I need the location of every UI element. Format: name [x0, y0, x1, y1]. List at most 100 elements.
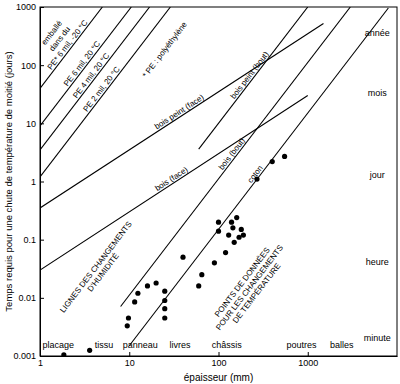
y-tick-label: 0.01	[18, 293, 36, 303]
line-annotation: * PE : polyéthylène	[141, 20, 190, 80]
data-point	[223, 250, 228, 255]
data-point	[216, 229, 221, 234]
y-tick-mark	[40, 182, 44, 183]
x-tick-label: 100	[211, 358, 226, 368]
annotation: châssis	[212, 340, 243, 350]
y-tick: 0.01	[18, 293, 44, 303]
data-point	[87, 348, 92, 353]
line-annotation: dans du	[48, 25, 72, 53]
y-tick-mark	[40, 240, 44, 241]
line-annotations: emballédans du* PE : polyéthylèneLIGNES …	[40, 19, 292, 338]
x-tick-label: 10	[125, 358, 135, 368]
annotation: mois	[368, 88, 388, 98]
line-annotation-text: POUR LES CHANGEMENTS	[214, 243, 285, 332]
y-tick-label: 0.001	[13, 351, 36, 361]
y-tick-mark	[40, 65, 44, 66]
data-point	[125, 323, 130, 328]
y-tick-label: 100	[21, 61, 36, 71]
data-point	[199, 272, 204, 277]
x-axis-line	[41, 356, 398, 357]
y-tick: 100	[21, 61, 44, 71]
annotation: livres	[169, 340, 191, 350]
line-labels: PE* 6 mil, -20 °CPE 6 mil, 20 °CPE 4 mil…	[46, 18, 271, 193]
y-tick: 1000	[16, 2, 44, 12]
data-point	[229, 220, 234, 225]
data-point	[270, 159, 275, 164]
data-point	[241, 232, 246, 237]
line-label: bois (face)	[153, 165, 189, 193]
data-point	[145, 283, 150, 288]
data-point	[234, 215, 239, 220]
annotation: placage	[42, 340, 74, 350]
x-tick: 10	[125, 352, 135, 368]
data-point	[226, 232, 231, 237]
data-point	[180, 255, 185, 260]
series-line	[199, 7, 308, 149]
x-tick: 100	[211, 352, 226, 368]
series-line	[121, 7, 351, 306]
series-line	[40, 7, 150, 150]
line-label: bois (bout)	[217, 136, 247, 172]
x-tick-label: 1	[38, 358, 43, 368]
data-point	[162, 298, 167, 303]
y-tick-label: 1000	[16, 2, 36, 12]
series-line	[129, 8, 388, 346]
y-tick: 0.001	[13, 351, 44, 361]
line-annotation: LIGNES DES CHANGEMENTSD'HUMIDITÉ	[58, 220, 141, 320]
data-point	[162, 306, 167, 311]
y-tick-mark	[40, 298, 44, 299]
data-point	[61, 352, 66, 356]
y-tick-label: 1	[31, 177, 36, 187]
data-point	[126, 315, 131, 320]
line-label: bois peint (face)	[153, 93, 206, 132]
y-tick-mark	[40, 356, 44, 357]
series-line	[40, 7, 170, 177]
background	[0, 0, 400, 384]
annotations: placage tissu panneau livres châssis poutres b…	[42, 28, 390, 350]
line-annotation: POINTS DE DONNÉESPOUR LES CHANGEMENTSDE …	[207, 238, 292, 338]
annotation: minute	[364, 333, 391, 343]
y-tick-mark	[40, 7, 44, 8]
line-label: PE 2 mil, 20 °C	[82, 65, 122, 114]
line-annotation-text: D'HUMIDITÉ	[86, 252, 121, 294]
plot-area	[40, 7, 388, 356]
x-axis: 1 10 100 1000	[38, 352, 398, 368]
annotation: année	[365, 28, 390, 38]
annotation: jour	[369, 170, 385, 180]
plot-frame	[40, 7, 397, 356]
line-annotation-text: * PE : polyéthylène	[141, 20, 190, 80]
x-tick-mark	[219, 352, 220, 356]
x-tick: 1000	[298, 352, 318, 368]
x-tick-mark	[129, 352, 130, 356]
annotation: tissu	[95, 340, 114, 350]
line-annotation-text: LIGNES DES CHANGEMENTS	[58, 220, 134, 315]
x-tick-mark	[308, 352, 309, 356]
series-line	[40, 7, 131, 126]
y-tick-label: 10	[26, 119, 36, 129]
annotation: heure	[366, 257, 389, 267]
line-label: bois peint (bout)	[229, 50, 271, 101]
line-annotation-text: DE TEMPÉRATURE	[231, 261, 283, 324]
line-annotation-text: dans du	[48, 25, 72, 53]
x-tick-label: 1000	[298, 358, 318, 368]
annotation: panneau	[123, 340, 158, 350]
line-label: coton	[246, 164, 265, 185]
data-point	[282, 154, 287, 159]
chart: 1 10 100 1000 0.001 0.01 0.1 1 10 100 1000 épaisseu…	[0, 0, 400, 384]
annotation: poutres	[286, 340, 317, 350]
data-point	[196, 283, 201, 288]
x-axis-title: épaisseur (mm)	[184, 372, 253, 383]
data-point	[230, 225, 235, 230]
annotation: balles	[330, 340, 354, 350]
y-tick: 0.1	[23, 235, 44, 245]
y-tick: 1	[31, 177, 44, 187]
data-point	[162, 315, 167, 320]
data-point	[154, 280, 159, 285]
data-point	[162, 289, 167, 294]
data-point	[239, 227, 244, 232]
data-point	[232, 240, 237, 245]
y-axis: 0.001 0.01 0.1 1 10 100 1000	[13, 2, 44, 361]
series-line	[40, 96, 308, 271]
series-line	[40, 24, 323, 209]
y-tick-label: 0.1	[23, 235, 36, 245]
